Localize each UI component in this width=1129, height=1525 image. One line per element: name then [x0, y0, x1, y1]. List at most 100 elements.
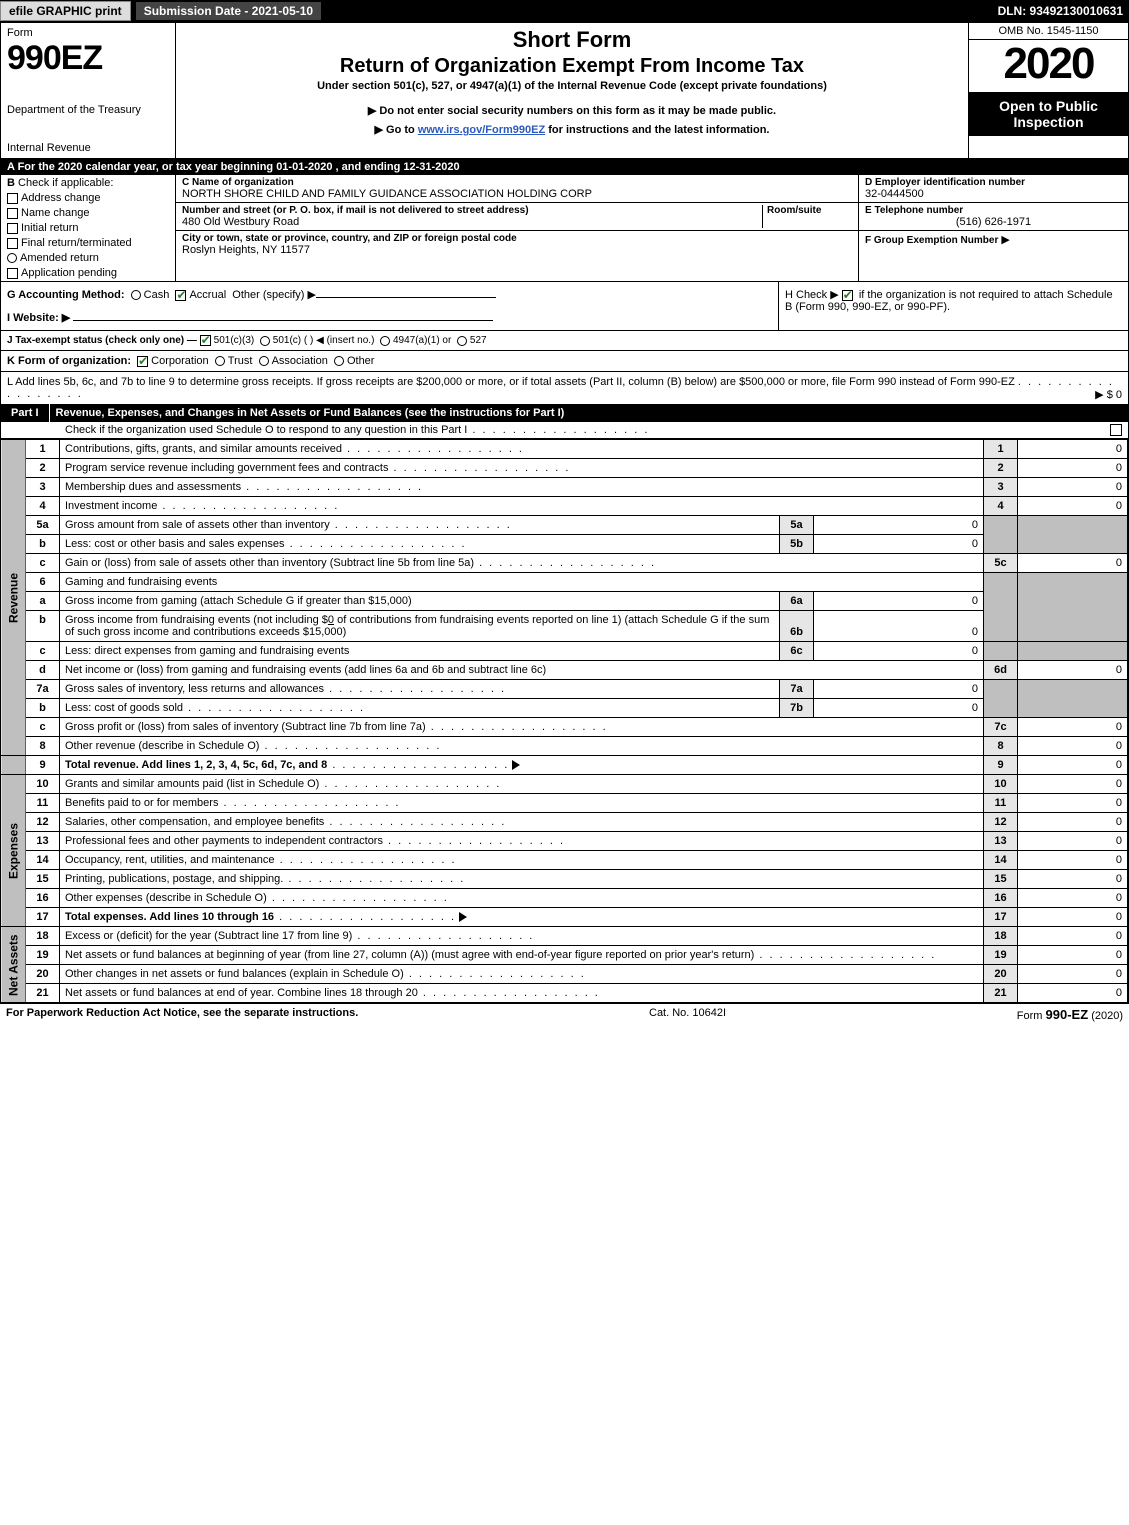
g-accrual: Accrual [189, 289, 226, 301]
dln-label: DLN: 93492130010631 [998, 4, 1129, 18]
l5b-sv: 0 [814, 535, 984, 554]
g-label: G Accounting Method: [7, 289, 125, 301]
l17-val: 0 [1018, 908, 1128, 927]
l10-code: 10 [984, 775, 1018, 794]
h-text1: H Check ▶ [785, 289, 839, 301]
l19-desc: Net assets or fund balances at beginning… [65, 949, 754, 961]
l15-num: 15 [26, 870, 60, 889]
l4-desc: Investment income [65, 500, 157, 512]
k-other-radio[interactable] [334, 356, 344, 366]
j-527-radio[interactable] [457, 336, 467, 346]
l16-val: 0 [1018, 889, 1128, 908]
k-trust-radio[interactable] [215, 356, 225, 366]
g-accrual-check[interactable] [175, 290, 186, 301]
l6a-sub: 6a [780, 592, 814, 611]
l8-desc: Other revenue (describe in Schedule O) [65, 740, 259, 752]
row-k: K Form of organization: Corporation Trus… [1, 351, 1128, 372]
opt-application-pending-label: Application pending [21, 267, 117, 279]
l7b-sv: 0 [814, 699, 984, 718]
part1-sub-checkbox[interactable] [1110, 424, 1122, 436]
l7b-sub: 7b [780, 699, 814, 718]
i-website-input[interactable] [73, 320, 493, 321]
j-4947-radio[interactable] [380, 336, 390, 346]
dept-irs: Internal Revenue [7, 142, 169, 154]
opt-address-change[interactable]: Address change [7, 192, 169, 204]
l2-code: 2 [984, 459, 1018, 478]
opt-final-return[interactable]: Final return/terminated [7, 237, 169, 249]
efile-print-button[interactable]: efile GRAPHIC print [0, 1, 131, 21]
k-other: Other [347, 355, 375, 367]
l6c-desc: Less: direct expenses from gaming and fu… [65, 645, 349, 657]
l6a-desc: Gross income from gaming (attach Schedul… [60, 592, 780, 611]
part1-label: Part I [1, 404, 50, 422]
j-501c3: 501(c)(3) [214, 335, 255, 346]
l12-desc: Salaries, other compensation, and employ… [65, 816, 324, 828]
l5b-num: b [26, 535, 60, 554]
l1-num: 1 [26, 440, 60, 459]
ssn-warning: ▶ Do not enter social security numbers o… [182, 104, 962, 117]
k-corp-check[interactable] [137, 356, 148, 367]
l5a-num: 5a [26, 516, 60, 535]
k-assoc: Association [272, 355, 328, 367]
dept-treasury: Department of the Treasury [7, 104, 169, 116]
k-corp: Corporation [151, 355, 208, 367]
l7c-val: 0 [1018, 718, 1128, 737]
l12-code: 12 [984, 813, 1018, 832]
l6b-sv: 0 [814, 611, 984, 642]
l7a-sub: 7a [780, 680, 814, 699]
opt-initial-return[interactable]: Initial return [7, 222, 169, 234]
l19-code: 19 [984, 946, 1018, 965]
l5b-sub: 5b [780, 535, 814, 554]
header-left: Form 990EZ Department of the Treasury In… [1, 23, 176, 158]
l13-num: 13 [26, 832, 60, 851]
l5c-desc: Gain or (loss) from sale of assets other… [65, 557, 474, 569]
l6b-num: b [26, 611, 60, 642]
g-cash-radio[interactable] [131, 290, 141, 300]
g-other: Other (specify) ▶ [232, 289, 316, 301]
short-form-title: Short Form [182, 27, 962, 53]
submission-date-button[interactable]: Submission Date - 2021-05-10 [135, 1, 322, 21]
goto-link[interactable]: www.irs.gov/Form990EZ [418, 124, 545, 136]
l8-code: 8 [984, 737, 1018, 756]
j-501c-radio[interactable] [260, 336, 270, 346]
j-501c3-check[interactable] [200, 335, 211, 346]
l9-code: 9 [984, 756, 1018, 775]
l16-code: 16 [984, 889, 1018, 908]
l16-desc: Other expenses (describe in Schedule O) [65, 892, 267, 904]
f-group-hd: F Group Exemption Number [865, 235, 998, 246]
open-to-public: Open to Public Inspection [969, 92, 1128, 136]
l8-val: 0 [1018, 737, 1128, 756]
l20-code: 20 [984, 965, 1018, 984]
l12-val: 0 [1018, 813, 1128, 832]
c-name-hd: C Name of organization [182, 177, 852, 188]
l9-desc: Total revenue. Add lines 1, 2, 3, 4, 5c,… [65, 759, 327, 771]
h-check[interactable] [842, 290, 853, 301]
l7a-sv: 0 [814, 680, 984, 699]
l5a-desc: Gross amount from sale of assets other t… [65, 519, 330, 531]
opt-name-change[interactable]: Name change [7, 207, 169, 219]
b-label: B [7, 177, 15, 189]
l11-code: 11 [984, 794, 1018, 813]
l7b-num: b [26, 699, 60, 718]
k-assoc-radio[interactable] [259, 356, 269, 366]
l10-val: 0 [1018, 775, 1128, 794]
l11-val: 0 [1018, 794, 1128, 813]
opt-application-pending[interactable]: Application pending [7, 267, 169, 279]
l-amount: $ 0 [1107, 389, 1122, 401]
opt-final-return-label: Final return/terminated [21, 237, 132, 249]
l20-desc: Other changes in net assets or fund bala… [65, 968, 404, 980]
d-ein-hd: D Employer identification number [865, 177, 1122, 188]
l18-code: 18 [984, 927, 1018, 946]
l14-code: 14 [984, 851, 1018, 870]
sidetab-expenses: Expenses [1, 775, 26, 927]
l14-desc: Occupancy, rent, utilities, and maintena… [65, 854, 275, 866]
e-phone-hd: E Telephone number [865, 205, 1122, 216]
footer-right-pre: Form [1017, 1010, 1046, 1022]
row-l: L Add lines 5b, 6c, and 7b to line 9 to … [1, 372, 1128, 404]
opt-amended-return[interactable]: Amended return [7, 252, 169, 264]
goto-pre: ▶ Go to [375, 124, 418, 136]
f-group-arrow: ▶ [1001, 234, 1009, 246]
l3-desc: Membership dues and assessments [65, 481, 241, 493]
l2-val: 0 [1018, 459, 1128, 478]
part1-sub-text: Check if the organization used Schedule … [65, 424, 467, 436]
